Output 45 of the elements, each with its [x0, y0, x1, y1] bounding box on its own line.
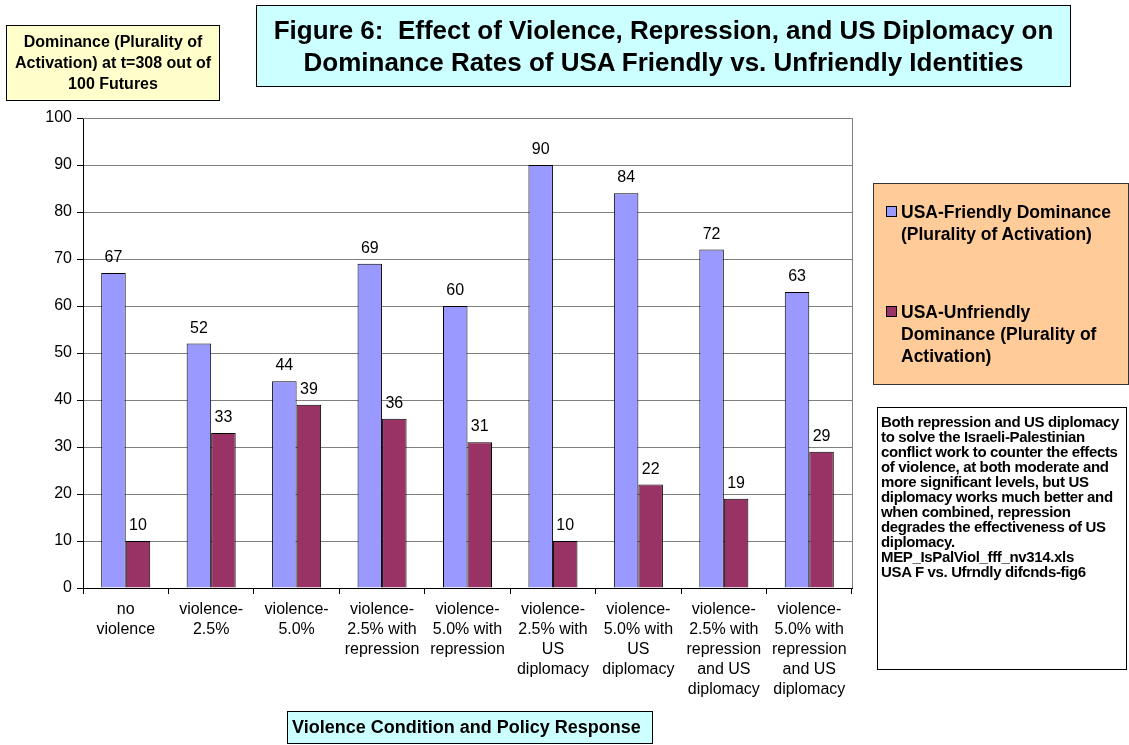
x-tick-label: violence-2.5% [179, 600, 244, 638]
data-label: 44 [275, 356, 294, 374]
text: Both repression and US diplomacy to solve the Israeli-Palestinian conflict work to counter the effects of violence, at both moderate and more significant levels, but US diplomacy works much better and when combined, repression degrades the effectiveness of US diplomacy. [881, 413, 1120, 550]
chart-title: Figure 6: Effect of Violence, Repression, and US Diplomacy on Dominance Rates of USA Friendly vs. Unfriendly Identities [256, 5, 1071, 87]
x-tick-label: violence-2.5% with US diplomacy [516, 600, 589, 678]
text: USA F vs. Ufrndly difcnds-fig6 [881, 563, 1087, 580]
data-label: 63 [788, 266, 807, 284]
data-label: 19 [727, 473, 746, 491]
data-label: 67 [104, 248, 123, 266]
y-tick-label: 60 [54, 296, 73, 314]
data-label: 84 [617, 168, 636, 186]
x-tick-label: violence-5.0% with US diplomacy [602, 600, 675, 678]
data-label: 33 [214, 407, 233, 425]
data-label: 31 [470, 417, 489, 435]
y-tick-label: 50 [54, 343, 73, 361]
data-label: 29 [812, 426, 831, 444]
y-tick-label: 0 [63, 578, 73, 596]
y-tick-label: 100 [45, 108, 73, 126]
data-label: 52 [190, 318, 208, 336]
data-label: 10 [129, 516, 147, 533]
y-tick-label: 20 [54, 484, 73, 502]
y-tick-label: 40 [54, 390, 73, 408]
x-tick-label: violence-5.0% with repression [430, 600, 505, 658]
y-tick-label: 30 [54, 437, 73, 455]
data-label: 39 [299, 379, 318, 397]
x-axis-title: Violence Condition and Policy Response [287, 711, 653, 744]
x-tick-label: violence-5.0% [264, 600, 329, 638]
data-label: 90 [531, 140, 550, 157]
data-label: 60 [446, 281, 465, 298]
data-label: 69 [360, 238, 379, 256]
legend-label: USA-Friendly Dominance (Plurality of Activation) [901, 201, 1113, 245]
y-axis-title: Dominance (Plurality of Activation) at t=308 out of 100 Futures [6, 25, 220, 101]
y-tick-label: 10 [54, 531, 73, 549]
data-label: 22 [641, 459, 660, 477]
x-tick-label: violence-2.5% with repression and US diplomacy [686, 600, 762, 698]
y-tick-label: 70 [54, 249, 73, 267]
x-tick-label: violence-5.0% with repression and US diplomacy [771, 600, 847, 698]
data-label: 10 [556, 516, 575, 533]
data-label: 36 [385, 393, 404, 411]
y-tick-label: 90 [54, 155, 73, 173]
legend-label: USA-Unfriendly Dominance (Plurality of Activation) [901, 301, 1098, 367]
x-tick-label: no violence [96, 600, 156, 638]
y-tick-label: 80 [54, 202, 73, 220]
data-label: 72 [702, 224, 721, 242]
x-tick-label: violence-2.5% with repression [344, 600, 420, 658]
